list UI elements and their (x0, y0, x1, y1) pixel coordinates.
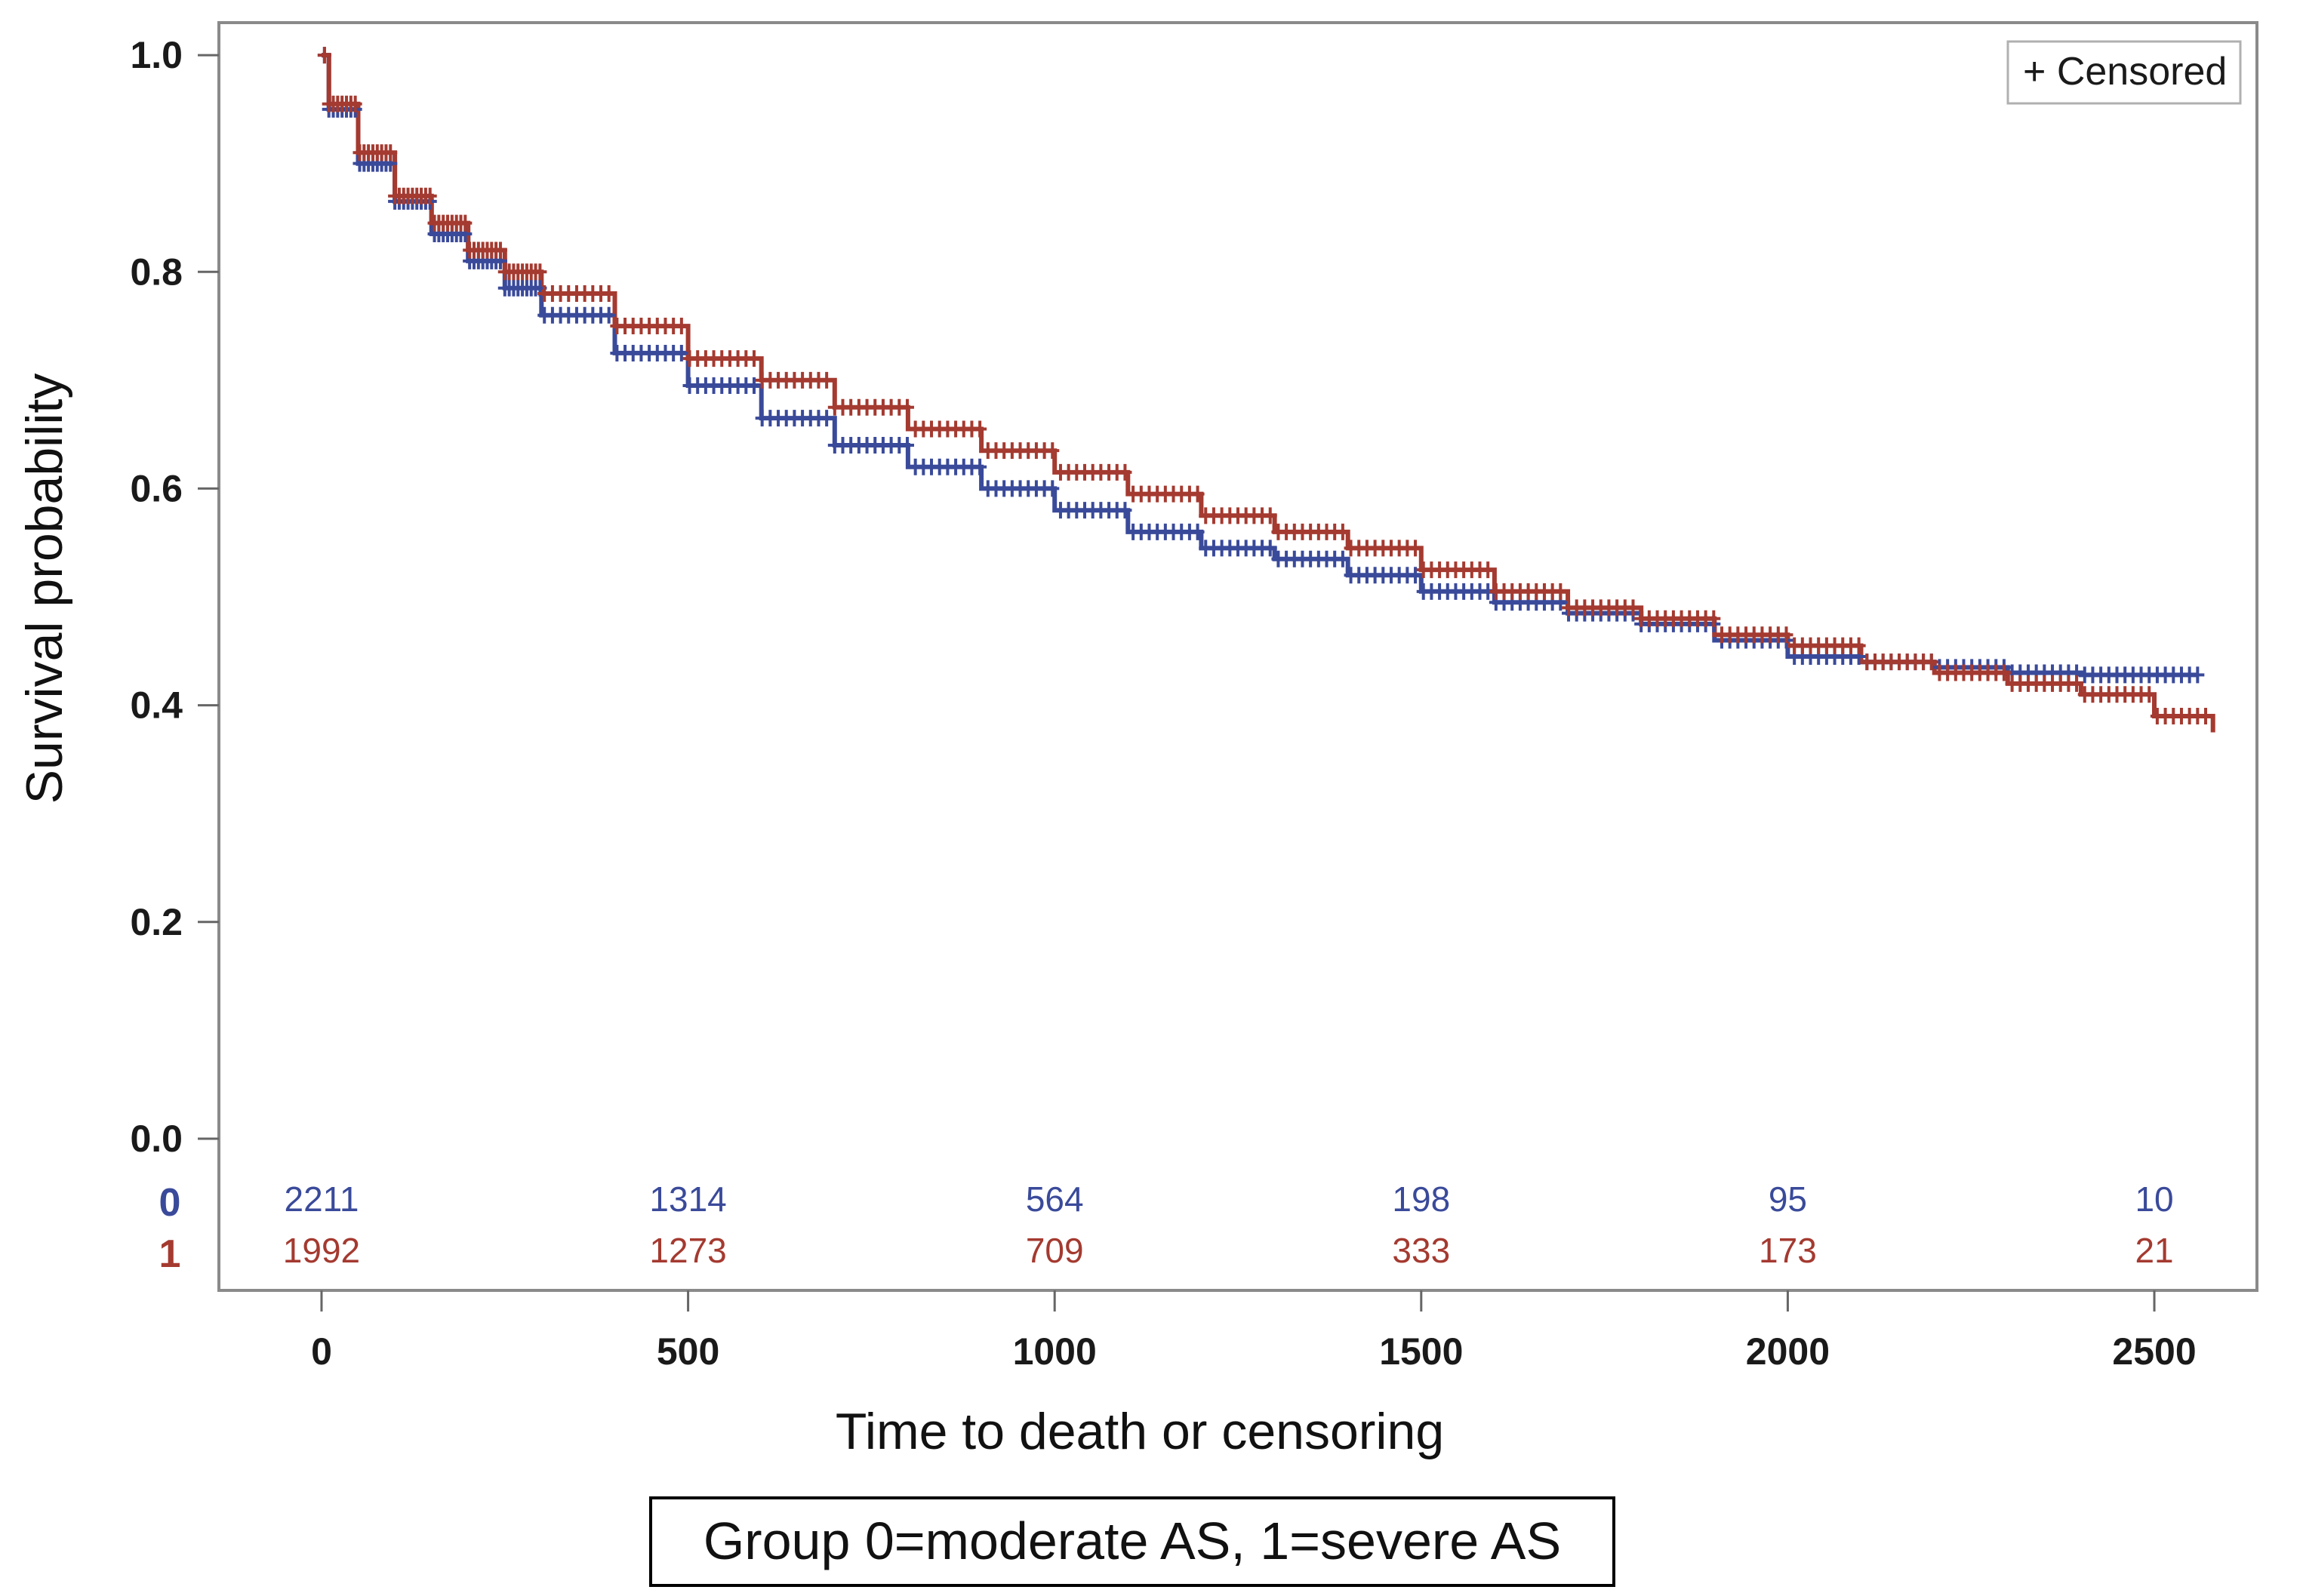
plot-frame (217, 21, 2258, 1292)
censor-mark (1409, 540, 1423, 557)
risk-row-label: 1 (159, 1232, 181, 1276)
censor-mark (2191, 666, 2205, 684)
censor-mark (1553, 583, 1568, 600)
censor-mark (973, 420, 987, 438)
x-tick-label: 1000 (1013, 1330, 1097, 1373)
censor-mark (602, 284, 616, 302)
risk-count: 173 (1759, 1231, 1817, 1270)
censor-mark (1924, 653, 1938, 671)
y-tick-label: 0.8 (130, 251, 183, 293)
series-1-censor-marks (317, 47, 2213, 724)
x-tick-label: 500 (657, 1330, 719, 1373)
risk-count: 198 (1392, 1179, 1450, 1219)
censor-mark (1481, 561, 1495, 579)
censor-mark (1263, 507, 1277, 524)
y-tick-label: 1.0 (130, 34, 183, 76)
risk-count: 709 (1026, 1231, 1084, 1270)
risk-count: 1273 (649, 1231, 726, 1270)
y-axis-title: Survival probability (16, 374, 73, 804)
x-tick-label: 2500 (2112, 1330, 2196, 1373)
caption: Group 0=moderate AS, 1=severe AS (649, 1496, 1615, 1587)
censor-mark (2199, 707, 2213, 724)
censor-mark (2070, 675, 2084, 692)
censor-mark (820, 410, 834, 427)
censor-mark (423, 187, 437, 204)
censor-mark (458, 214, 473, 232)
legend-box (2006, 40, 2242, 105)
censor-mark (1190, 485, 1205, 503)
censor-mark (533, 263, 547, 281)
censor-mark (1852, 637, 1866, 654)
x-axis: 0 500 1000 1500 2000 2500 (311, 1290, 2197, 1373)
censor-mark (2142, 686, 2157, 703)
censor-mark (1409, 567, 1423, 584)
risk-count: 564 (1026, 1179, 1084, 1219)
censor-mark (674, 344, 688, 361)
caption-box (649, 1496, 1615, 1587)
censor-mark (973, 458, 987, 475)
censor-mark (820, 371, 834, 389)
y-tick-label: 0.2 (130, 901, 183, 943)
censor-mark (900, 398, 914, 416)
censor-mark (1335, 550, 1350, 567)
x-tick-label: 0 (311, 1330, 332, 1373)
x-axis-title: Time to death or censoring (836, 1403, 1444, 1460)
x-tick-label: 2000 (1746, 1330, 1830, 1373)
censor-mark (1626, 599, 1640, 617)
censor-mark (1118, 463, 1132, 481)
censor-mark (383, 144, 398, 161)
risk-table: 0 2211 1314 564 198 95 10 1 1992 1273 709 333 173 21 (159, 1179, 2174, 1276)
risk-row-label: 0 (159, 1181, 181, 1225)
risk-count: 21 (2135, 1231, 2173, 1270)
censor-mark (1045, 442, 1060, 460)
censor-mark (674, 318, 688, 335)
censor-mark (900, 437, 914, 454)
censor-mark (1045, 480, 1060, 497)
censor-marks (317, 47, 2213, 724)
censor-mark (602, 306, 616, 324)
censor-mark (1118, 502, 1132, 519)
y-tick-label: 0.4 (130, 684, 183, 727)
censor-mark (1707, 610, 1721, 627)
y-axis: 0.0 0.2 0.4 0.6 0.8 1.0 (130, 34, 219, 1160)
censor-mark (1997, 664, 2011, 681)
censor-mark (1190, 523, 1205, 540)
censor-mark (1779, 626, 1793, 644)
y-tick-label: 0.0 (130, 1118, 183, 1160)
censor-mark (747, 377, 761, 395)
x-tick-label: 1500 (1379, 1330, 1463, 1373)
censor-mark (1263, 540, 1277, 557)
legend: + Censored (2006, 40, 2242, 105)
censor-mark (1335, 523, 1350, 540)
censor-mark (348, 95, 362, 112)
risk-count: 2211 (285, 1179, 359, 1219)
risk-count: 1992 (283, 1231, 360, 1270)
risk-count: 95 (1769, 1179, 1807, 1219)
y-tick-label: 0.6 (130, 467, 183, 509)
censor-mark (747, 350, 761, 367)
caption-text: Group 0=moderate AS, 1=severe AS (704, 1511, 1561, 1570)
censor-mark (317, 47, 331, 64)
risk-count: 10 (2135, 1179, 2173, 1219)
risk-count: 333 (1392, 1231, 1450, 1270)
legend-label: + Censored (2023, 50, 2227, 94)
censor-mark (493, 241, 507, 259)
risk-count: 1314 (649, 1179, 726, 1219)
